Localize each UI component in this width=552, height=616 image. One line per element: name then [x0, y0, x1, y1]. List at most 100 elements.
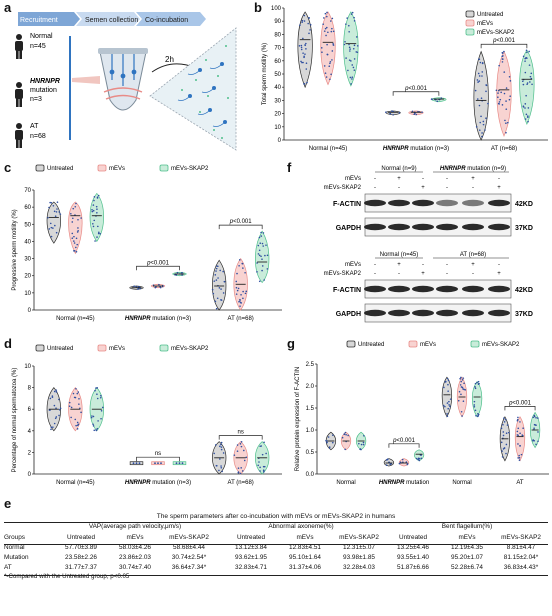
- data-point: [328, 446, 331, 448]
- data-point: [239, 443, 242, 445]
- data-point: [448, 404, 450, 406]
- data-point: [350, 83, 352, 85]
- band-kd: 37KD: [515, 225, 533, 232]
- data-point: [75, 388, 77, 390]
- data-point: [76, 231, 79, 233]
- data-point: [220, 441, 223, 444]
- data-point: [506, 121, 509, 124]
- data-point: [479, 61, 482, 64]
- y-tick-label: 2.5: [306, 362, 315, 368]
- significance-bracket: [388, 443, 420, 448]
- data-point: [476, 79, 479, 81]
- data-point: [96, 397, 99, 400]
- data-point: [474, 382, 477, 385]
- data-point: [477, 81, 479, 83]
- sperm-parameters-table: The sperm parameters after co-incubation…: [4, 513, 548, 580]
- group-label: AT (n=68): [228, 316, 254, 322]
- data-point: [524, 118, 527, 120]
- protein-band: [488, 309, 510, 317]
- data-point: [350, 13, 353, 15]
- data-point: [308, 17, 311, 19]
- data-point: [325, 34, 327, 37]
- step-coincubation-label: Co-incubation: [145, 17, 188, 24]
- data-point: [75, 424, 77, 427]
- data-point: [262, 232, 265, 234]
- data-point: [459, 377, 461, 380]
- data-point: [487, 102, 489, 105]
- data-point: [516, 418, 519, 421]
- significance-label: ns: [237, 430, 243, 436]
- data-point: [477, 414, 479, 417]
- y-axis-label: Percentage of normal spermatozoa (%): [12, 368, 18, 473]
- data-point: [518, 456, 521, 459]
- data-point: [92, 204, 95, 206]
- data-point: [50, 235, 53, 238]
- data-point: [323, 30, 326, 32]
- blot-sign: -: [422, 262, 424, 268]
- data-point: [505, 122, 507, 125]
- data-point: [214, 274, 217, 276]
- data-point: [529, 81, 531, 83]
- data-point: [499, 98, 502, 101]
- data-point: [159, 286, 162, 289]
- data-point: [213, 280, 216, 282]
- group-header-bent: Bent flagellum(%): [441, 523, 493, 530]
- table-col-header: Untreated: [236, 533, 266, 541]
- data-point: [70, 212, 72, 215]
- data-point: [482, 123, 485, 126]
- data-point: [524, 107, 526, 109]
- y-axis-label: Relative protein expression of F-ACTIN: [295, 367, 301, 471]
- data-point: [59, 213, 62, 215]
- data-point: [92, 222, 94, 225]
- data-point: [345, 23, 347, 25]
- data-point: [353, 16, 355, 19]
- data-point: [332, 434, 334, 436]
- data-point: [508, 75, 511, 78]
- data-point: [264, 254, 266, 257]
- data-point: [477, 72, 480, 75]
- legend-swatch: [97, 344, 107, 352]
- violin-shape: [471, 381, 483, 418]
- legend-label: mEVs: [109, 166, 125, 172]
- y-tick-label: 20: [24, 274, 31, 280]
- data-point: [70, 406, 73, 409]
- table-cell: 95.20±1.07: [451, 553, 483, 561]
- significance-bracket: [136, 265, 180, 271]
- data-point: [345, 57, 347, 59]
- data-point: [155, 286, 157, 288]
- data-point: [537, 417, 539, 419]
- data-point: [49, 397, 52, 400]
- data-point: [303, 14, 306, 17]
- data-point: [497, 102, 500, 105]
- protein-band: [462, 199, 484, 207]
- data-point: [178, 462, 181, 465]
- data-point: [181, 271, 183, 274]
- data-point: [218, 469, 220, 472]
- data-point: [501, 55, 503, 58]
- data-point: [447, 407, 450, 410]
- data-point: [52, 204, 55, 207]
- group-label: HNRNPR mutation (n=3): [383, 146, 449, 152]
- data-point: [535, 416, 537, 419]
- data-point: [525, 49, 528, 52]
- data-point: [237, 471, 240, 474]
- data-point: [359, 448, 362, 450]
- data-point: [91, 210, 94, 213]
- data-point: [475, 126, 478, 128]
- data-point: [517, 457, 519, 459]
- legend-swatch: [465, 19, 475, 27]
- data-point: [301, 21, 303, 23]
- data-point: [239, 301, 242, 304]
- y-tick-label: 6: [28, 407, 32, 413]
- group-at-label: AT: [30, 123, 39, 130]
- data-point: [307, 22, 309, 25]
- data-point: [51, 395, 54, 397]
- data-point: [260, 231, 262, 234]
- data-point: [475, 414, 477, 417]
- data-point: [505, 432, 508, 435]
- data-point: [502, 434, 505, 437]
- data-point: [461, 379, 464, 381]
- data-point: [446, 415, 449, 418]
- data-point: [447, 383, 449, 386]
- data-point: [473, 404, 476, 406]
